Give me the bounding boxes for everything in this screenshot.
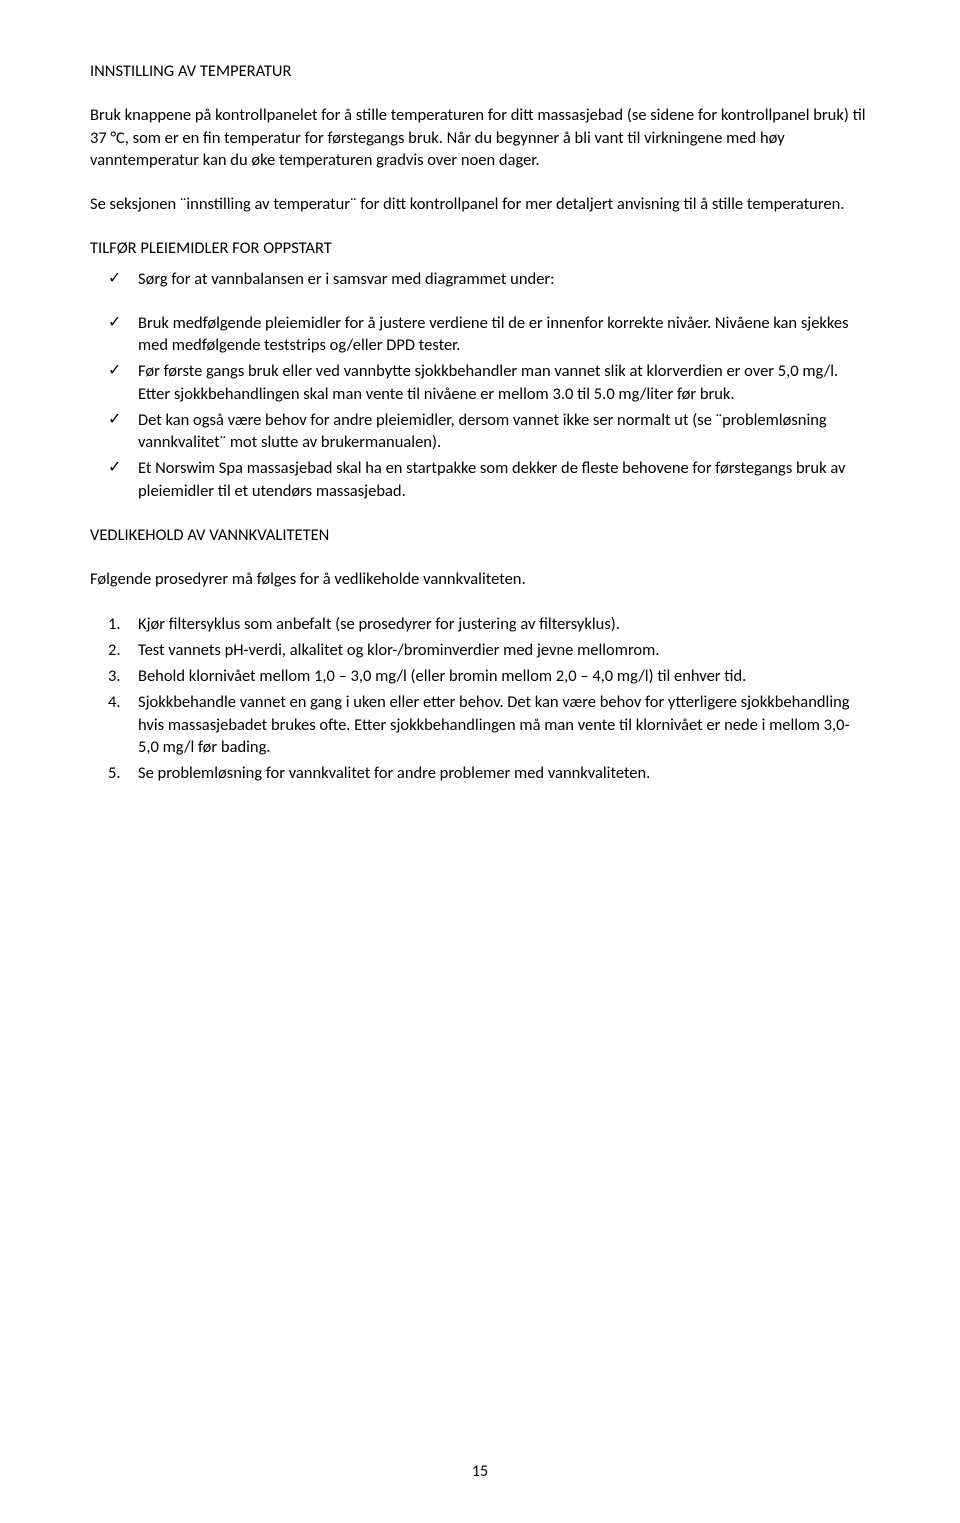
list-text: Behold klornivået mellom 1,0 – 3,0 mg/l … (138, 666, 746, 686)
list-item: 1.Kjør filtersyklus som anbefalt (se pro… (138, 613, 870, 635)
list-item: Et Norswim Spa massasjebad skal ha en st… (138, 457, 870, 502)
list-item: 5.Se problemløsning for vannkvalitet for… (138, 762, 870, 784)
page-number: 15 (0, 1461, 960, 1483)
list-number: 5. (108, 762, 121, 784)
heading-temperature: INNSTILLING AV TEMPERATUR (90, 60, 870, 82)
list-number: 1. (108, 613, 121, 635)
heading-maintenance: VEDLIKEHOLD AV VANNKVALITETEN (90, 524, 870, 546)
list-item: Det kan også være behov for andre pleiem… (138, 409, 870, 454)
paragraph: Bruk knappene på kontrollpanelet for å s… (90, 104, 870, 171)
check-list-intro: Sørg for at vannbalansen er i samsvar me… (90, 268, 870, 290)
list-item: 4.Sjokkbehandle vannet en gang i uken el… (138, 691, 870, 758)
list-text: Test vannets pH-verdi, alkalitet og klor… (138, 640, 659, 660)
list-item: Sørg for at vannbalansen er i samsvar me… (138, 268, 870, 290)
list-number: 3. (108, 665, 121, 687)
numbered-list: 1. Kjør filtersyklus som anbefalt (se pro… (90, 613, 870, 785)
list-item: 2.Test vannets pH-verdi, alkalitet og kl… (138, 639, 870, 661)
heading-care-products: TILFØR PLEIEMIDLER FOR OPPSTART (90, 237, 870, 259)
list-text: Se problemløsning for vannkvalitet for a… (138, 763, 650, 783)
list-item: Før første gangs bruk eller ved vannbytt… (138, 360, 870, 405)
paragraph: Følgende prosedyrer må følges for å vedl… (90, 568, 870, 590)
check-list-main: Bruk medfølgende pleiemidler for å juste… (90, 312, 870, 502)
list-item: 3.Behold klornivået mellom 1,0 – 3,0 mg/… (138, 665, 870, 687)
list-number: 2. (108, 639, 121, 661)
list-text: Kjør filtersyklus som anbefalt (se prose… (138, 614, 620, 634)
list-text: Sjokkbehandle vannet en gang i uken elle… (138, 692, 850, 757)
list-number: 4. (108, 691, 121, 713)
list-item: Bruk medfølgende pleiemidler for å juste… (138, 312, 870, 357)
paragraph: Se seksjonen ¨innstilling av temperatur¨… (90, 193, 870, 215)
